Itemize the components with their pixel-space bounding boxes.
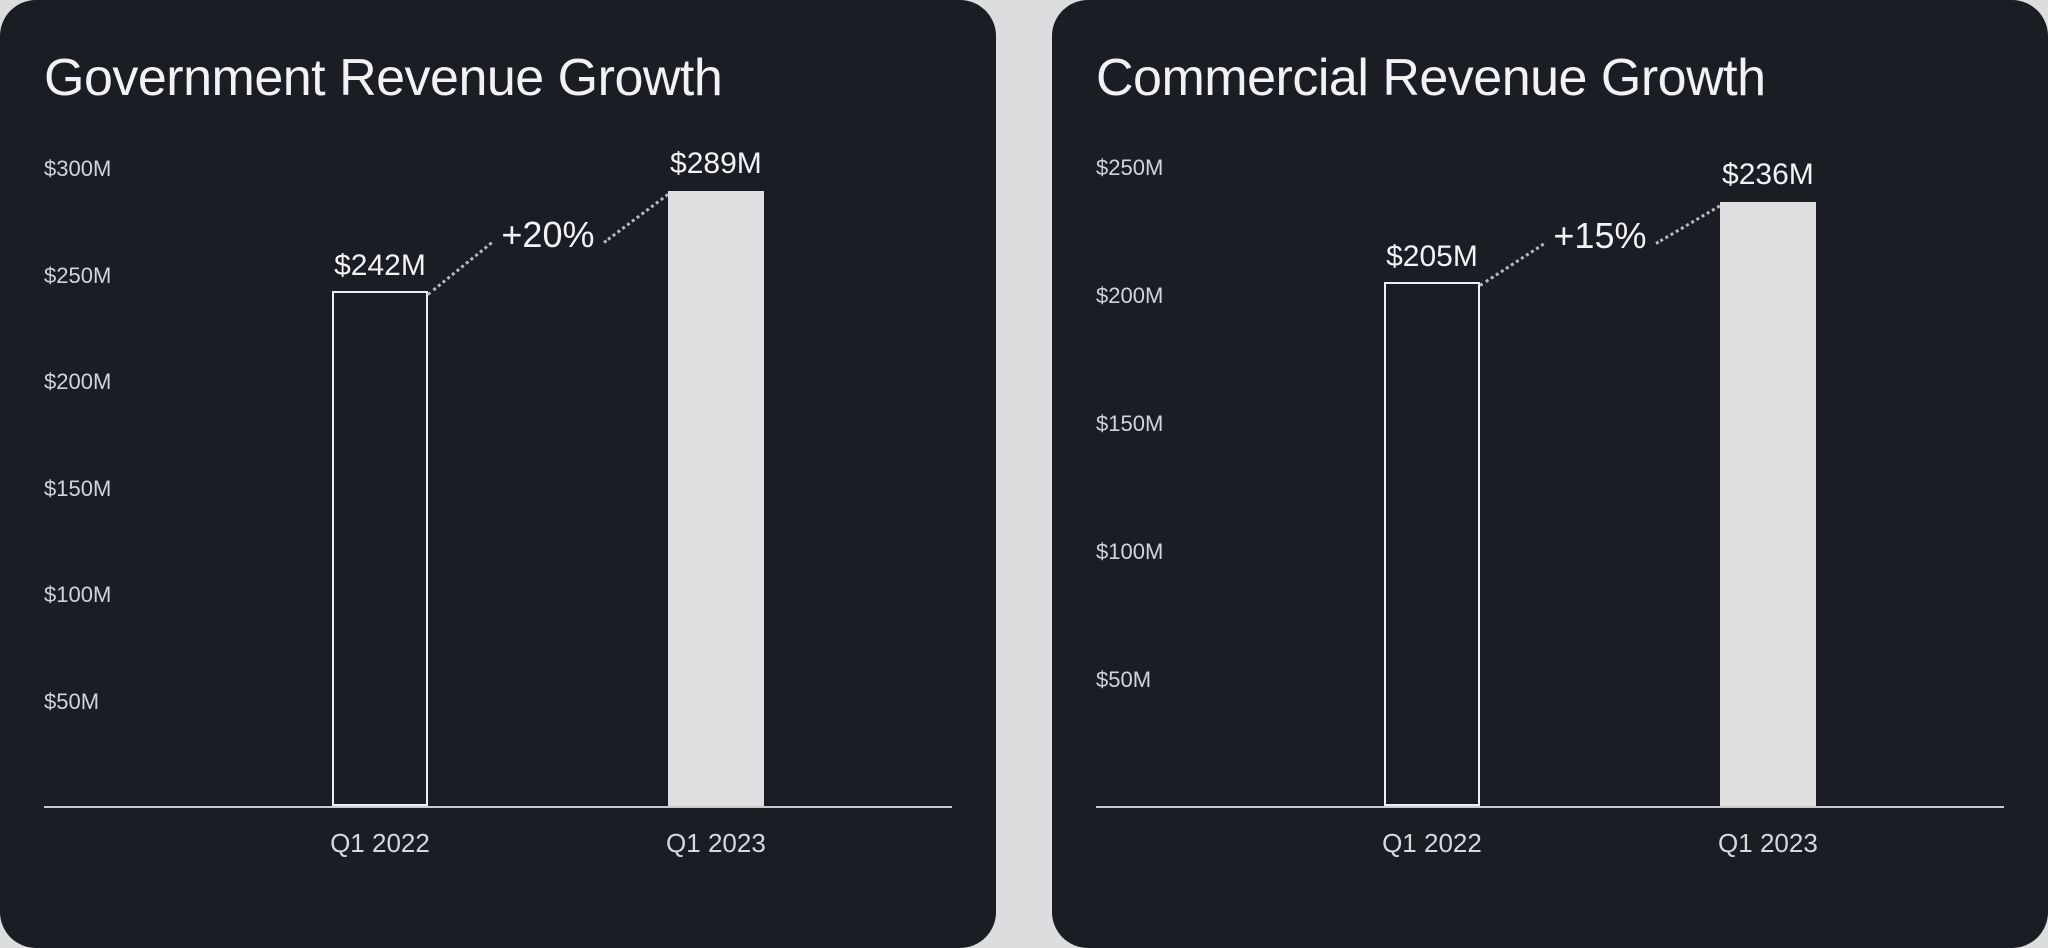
x-axis-label: Q1 2022 xyxy=(330,828,430,859)
y-tick-label: $50M xyxy=(1096,667,1151,693)
y-tick-label: $100M xyxy=(44,582,111,608)
y-tick-label: $200M xyxy=(44,369,111,395)
y-tick-label: $300M xyxy=(44,156,111,182)
y-tick-label: $100M xyxy=(1096,539,1163,565)
government-panel: Government Revenue Growth $300M $250M $2… xyxy=(0,0,996,948)
government-plot: $300M $250M $200M $150M $100M $50M $242M… xyxy=(44,148,952,808)
growth-label: +15% xyxy=(1553,215,1646,257)
growth-connector-right xyxy=(1655,204,1720,244)
commercial-plot: $250M $200M $150M $100M $50M $205M $236M… xyxy=(1096,148,2004,808)
commercial-chart: $250M $200M $150M $100M $50M $205M $236M… xyxy=(1096,148,2004,848)
y-tick-label: $150M xyxy=(44,476,111,502)
y-tick-label: $150M xyxy=(1096,411,1163,437)
bar-q1-2022: $242M xyxy=(332,291,428,806)
x-axis-label: Q1 2023 xyxy=(1718,828,1818,859)
bar-value-label: $289M xyxy=(670,147,762,181)
x-axis-label: Q1 2023 xyxy=(666,828,766,859)
commercial-panel: Commercial Revenue Growth $250M $200M $1… xyxy=(1052,0,2048,948)
x-axis-label: Q1 2022 xyxy=(1382,828,1482,859)
bar-value-label: $242M xyxy=(334,249,426,283)
y-tick-label: $250M xyxy=(44,263,111,289)
government-chart: $300M $250M $200M $150M $100M $50M $242M… xyxy=(44,148,952,848)
y-tick-label: $50M xyxy=(44,689,99,715)
government-panel-title: Government Revenue Growth xyxy=(44,48,952,108)
y-tick-label: $250M xyxy=(1096,155,1163,181)
bar-value-label: $236M xyxy=(1722,158,1814,192)
bar-q1-2023: $236M xyxy=(1720,202,1816,806)
y-tick-label: $200M xyxy=(1096,283,1163,309)
growth-connector-left xyxy=(427,241,493,295)
commercial-panel-title: Commercial Revenue Growth xyxy=(1096,48,2004,108)
bar-q1-2023: $289M xyxy=(668,191,764,806)
growth-connector-left xyxy=(1479,242,1545,286)
growth-label: +20% xyxy=(501,214,594,256)
bar-q1-2022: $205M xyxy=(1384,282,1480,806)
bar-value-label: $205M xyxy=(1386,240,1478,274)
growth-connector-right xyxy=(603,193,669,243)
